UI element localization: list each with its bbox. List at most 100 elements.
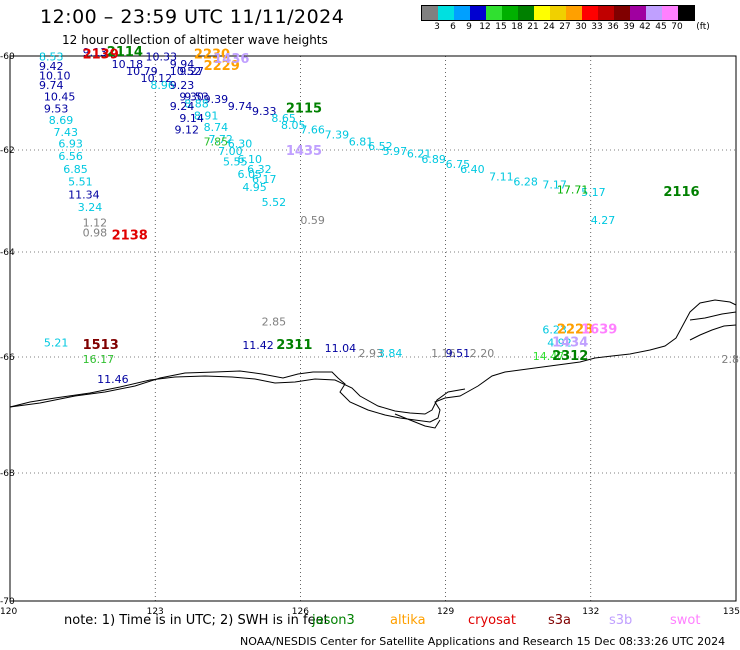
swh-value: 9.74 xyxy=(39,79,64,92)
satellite-legend-item: swot xyxy=(670,613,701,628)
swh-value: 4.95 xyxy=(242,181,267,194)
legend-swatch xyxy=(454,6,470,20)
swh-value: 16.17 xyxy=(83,353,115,366)
pass-time-label: 1436 xyxy=(213,52,249,67)
swh-value: 7.00 xyxy=(218,145,243,158)
swh-value: 11.42 xyxy=(242,339,274,352)
pass-time-label: 2229 xyxy=(204,59,240,74)
swh-value: 9.30 xyxy=(179,91,204,104)
legend-tick-label: 42 xyxy=(639,22,651,32)
swh-value: 2.93 xyxy=(358,347,383,360)
pass-time-label: 1434 xyxy=(552,336,588,351)
legend-swatch xyxy=(486,6,502,20)
swh-value: 6.30 xyxy=(228,138,253,151)
swh-value: 6.28 xyxy=(513,176,538,189)
lat-tick-label: -62 xyxy=(0,146,15,156)
satellite-legend-item: s3b xyxy=(609,613,633,628)
swh-value: 3.24 xyxy=(78,201,103,214)
legend-swatch xyxy=(678,6,694,20)
legend-swatch xyxy=(438,6,454,20)
legend-tick-label: 36 xyxy=(607,22,619,32)
satellite-legend-item: s3a xyxy=(548,613,572,628)
lon-tick-label: 132 xyxy=(582,607,599,617)
swh-value: 1.16 xyxy=(431,347,456,360)
swh-value: 5.51 xyxy=(68,176,93,189)
swh-value: 8.91 xyxy=(194,109,219,122)
swh-value: 9.27 xyxy=(179,65,204,78)
swh-value: 4.27 xyxy=(591,214,616,227)
swh-value: 3.84 xyxy=(378,347,403,360)
swh-value: 6.85 xyxy=(63,163,88,176)
lat-tick-label: -60 xyxy=(0,52,15,62)
swh-value: 11.34 xyxy=(68,188,100,201)
coastline-east xyxy=(689,311,737,321)
pass-time-label: 2139 xyxy=(83,47,119,62)
legend-tick-label: 21 xyxy=(527,22,539,32)
swh-value: 6.21 xyxy=(407,148,432,161)
swh-value: 9.13 xyxy=(83,46,108,59)
lon-tick-label: 135 xyxy=(723,607,740,617)
legend-tick-label: 70 xyxy=(671,22,683,32)
swh-value: 6.56 xyxy=(58,150,83,163)
legend-labels: 3 6 9 12 15 18 21 24 27 30 33 36 39 42 45 70 (ft) xyxy=(421,21,710,33)
swh-value: 1.12 xyxy=(83,217,108,230)
swh-value: 8.74 xyxy=(204,121,229,134)
swh-value: 14.47 xyxy=(533,350,565,363)
swh-value: 0.98 xyxy=(83,227,108,240)
pass-time-label: 2311 xyxy=(276,338,312,353)
island-outline xyxy=(394,413,441,429)
lat-tick-label: -68 xyxy=(0,469,15,479)
map-frame xyxy=(9,55,737,602)
legend-swatch xyxy=(566,6,582,20)
swh-value: 9.74 xyxy=(228,100,253,113)
legend-tick-label: 39 xyxy=(623,22,635,32)
legend-tick-label: 3 xyxy=(434,22,440,32)
swh-value: 9.12 xyxy=(175,124,200,137)
lon-tick-label: 129 xyxy=(437,607,454,617)
color-legend: 3 6 9 12 15 18 21 24 27 30 33 36 39 42 45 70 (ft) xyxy=(421,5,710,33)
lat-tick-label: -70 xyxy=(0,597,15,607)
satellite-legend-item: cryosat xyxy=(468,613,516,628)
pass-time-label: 2114 xyxy=(107,45,143,60)
swh-value: 9.23 xyxy=(170,79,195,92)
swh-value: 10.79 xyxy=(126,65,158,78)
legend-swatch xyxy=(518,6,534,20)
coastline-east-inner xyxy=(689,324,737,341)
legend-swatch xyxy=(646,6,662,20)
swh-value: 2.89 xyxy=(721,353,740,366)
legend-swatch xyxy=(550,6,566,20)
lat-tick-label: -66 xyxy=(0,353,15,363)
swh-value: 8.65 xyxy=(271,112,296,125)
swh-value: 0.59 xyxy=(300,214,325,227)
legend-swatch xyxy=(470,6,486,20)
legend-swatch xyxy=(598,6,614,20)
coastline-detail xyxy=(9,375,466,415)
swh-value: 6.40 xyxy=(460,163,485,176)
pass-time-label: 2115 xyxy=(286,101,322,116)
swh-value: 17.71 xyxy=(557,183,589,196)
satellite-legend-item: altika xyxy=(390,613,426,628)
swh-value: 10.10 xyxy=(39,70,71,83)
legend-swatch xyxy=(422,6,438,20)
lat-tick-label: -64 xyxy=(0,248,15,258)
axis-labels: 120 123 126 129 132 135 -60 -62 -64 -66 -68 -70 xyxy=(0,52,740,617)
swh-value: 8.88 xyxy=(184,98,209,111)
legend-swatch xyxy=(502,6,518,20)
swh-value: 5.55 xyxy=(223,155,248,168)
swh-value: 2.85 xyxy=(262,316,287,329)
legend-tick-label: 45 xyxy=(655,22,667,32)
swh-value: 7.17 xyxy=(542,178,567,191)
legend-tick-label: 27 xyxy=(559,22,571,32)
swh-value: 7.66 xyxy=(300,124,325,137)
legend-swatch xyxy=(582,6,598,20)
swh-value: 8.05 xyxy=(281,119,306,132)
swh-value: 2.20 xyxy=(470,347,495,360)
swh-value: 9.53 xyxy=(44,102,69,115)
satellite-legend-item: jason3 xyxy=(312,613,355,628)
antarctic-coastline xyxy=(9,299,737,423)
swh-value: 5.21 xyxy=(44,337,69,350)
swh-value: 6.17 xyxy=(252,173,277,186)
swh-value: 4.92 xyxy=(547,337,572,350)
swh-value: 7.72 xyxy=(208,133,233,146)
